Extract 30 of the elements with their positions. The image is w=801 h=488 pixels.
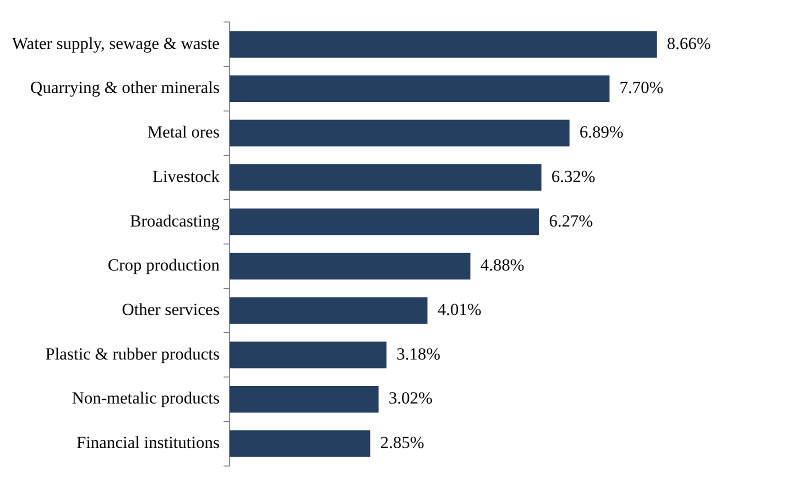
bar [230,430,370,457]
bar [230,75,610,102]
data-label: 6.27% [548,211,593,230]
data-label: 6.32% [551,166,596,186]
bar [230,120,570,146]
y-tick-label: Water supply, sewage & waste [12,34,220,53]
y-tick-label: Metal ores [147,122,220,142]
data-label: 3.02% [388,388,433,408]
y-tick-label: Plastic & rubber products [45,344,220,364]
y-tick-label: Other services [122,300,220,320]
bar [230,31,657,58]
bar [230,297,428,324]
bar [230,164,542,191]
data-label: 6.89% [580,122,624,142]
y-tick-label: Quarrying & other minerals [30,78,220,98]
y-tick-label: Non-metalic products [72,388,220,408]
y-tick-label: Crop production [108,256,220,275]
data-label: 4.88% [480,256,524,275]
y-tick-label: Financial institutions [76,433,220,452]
y-tick-label: Broadcasting [130,211,220,230]
bar [230,252,470,280]
data-label: 2.85% [380,433,424,452]
y-tick-label: Livestock [152,166,220,186]
data-label: 8.66% [666,34,711,53]
bar [230,208,539,236]
data-label: 4.01% [437,300,482,320]
bar [230,386,379,413]
bar [230,342,387,368]
data-label: 7.70% [620,78,664,98]
data-label: 3.18% [396,344,440,364]
